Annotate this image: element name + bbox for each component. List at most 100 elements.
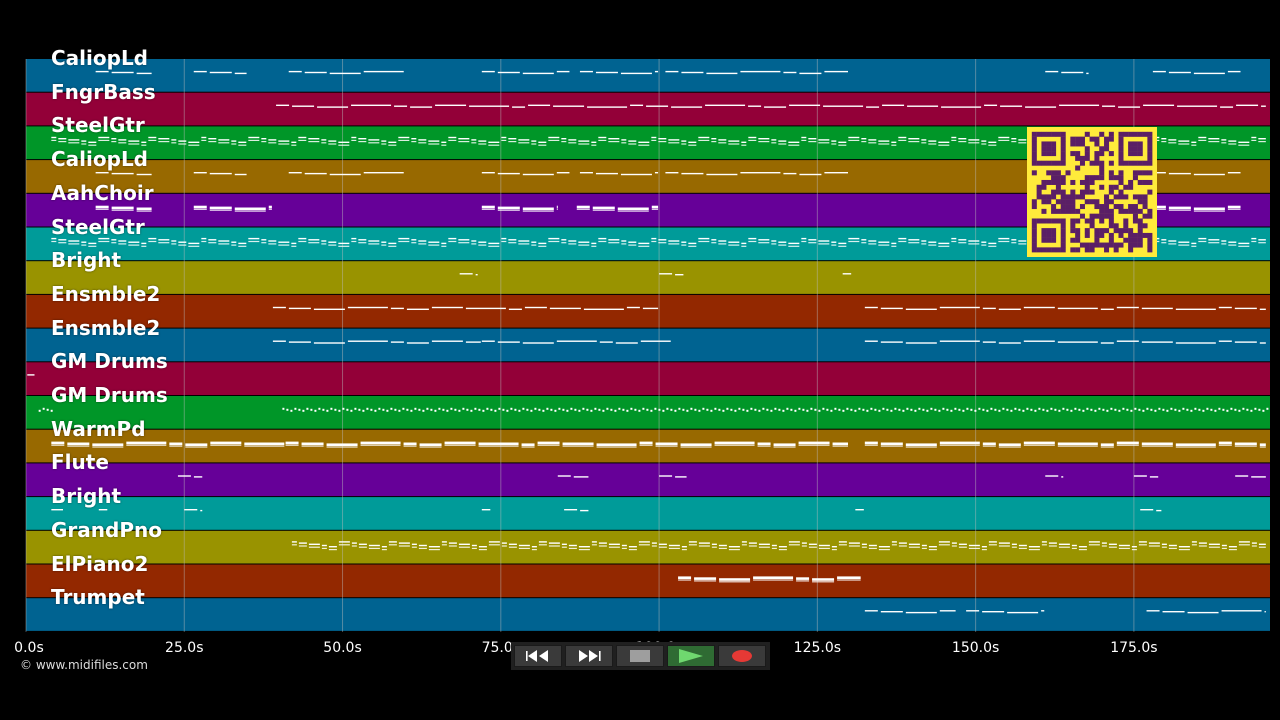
note-mark: [651, 237, 657, 240]
note-mark: [171, 142, 177, 144]
note-mark: [548, 542, 560, 544]
note-mark: [1246, 408, 1249, 411]
note-mark: [388, 544, 397, 546]
note-mark: [1146, 610, 1160, 612]
note-mark: [568, 243, 577, 245]
note-mark: [548, 545, 560, 547]
note-mark: [938, 144, 950, 146]
note-mark: [490, 408, 493, 411]
note-mark: [111, 206, 134, 210]
note-mark: [651, 542, 657, 544]
note-mark: [1208, 242, 1220, 244]
note-mark: [1227, 172, 1241, 174]
note-mark: [966, 407, 969, 410]
note-mark: [526, 408, 529, 411]
fast-forward-button[interactable]: [565, 645, 613, 667]
note-mark: [583, 308, 624, 311]
note-mark: [268, 139, 277, 141]
note-mark: [595, 172, 618, 175]
rewind-button[interactable]: [514, 645, 562, 667]
note-mark: [1234, 408, 1237, 411]
note-mark: [210, 441, 242, 445]
note-mark: [334, 408, 337, 411]
note-mark: [141, 245, 147, 247]
note-mark: [928, 244, 937, 246]
note-mark: [428, 244, 440, 246]
note-mark: [878, 546, 890, 548]
note-mark: [587, 106, 628, 108]
note-mark: [208, 242, 217, 244]
note-mark: [830, 409, 833, 412]
note-mark: [111, 209, 134, 211]
note-mark: [1218, 306, 1232, 309]
note-mark: [388, 245, 397, 247]
note-mark: [548, 237, 560, 240]
note-mark: [946, 408, 949, 411]
note-mark: [838, 408, 841, 411]
note-mark: [1057, 341, 1098, 343]
note-mark: [838, 544, 847, 546]
note-mark: [58, 242, 67, 244]
note-mark: [441, 141, 447, 144]
note-mark: [471, 142, 477, 144]
note-mark: [738, 407, 741, 410]
note-mark: [891, 544, 897, 546]
track-label: ElPiano2: [51, 551, 149, 576]
note-mark: [771, 243, 777, 245]
note-mark: [718, 139, 727, 141]
play-button[interactable]: [667, 645, 715, 667]
note-mark: [848, 240, 860, 243]
note-mark: [1262, 409, 1265, 412]
note-mark: [522, 207, 554, 211]
note-mark: [1102, 105, 1116, 107]
note-mark: [801, 545, 807, 547]
note-mark: [665, 172, 679, 174]
note-mark: [234, 173, 247, 176]
note-mark: [1010, 409, 1013, 412]
note-mark: [848, 545, 860, 547]
note-mark: [370, 408, 373, 411]
note-mark: [231, 143, 237, 145]
note-mark: [741, 144, 747, 146]
note-mark: [590, 409, 593, 412]
note-mark: [1175, 308, 1216, 311]
note-mark: [1242, 407, 1245, 410]
note-mark: [1178, 549, 1190, 551]
track-lane: [26, 564, 1270, 598]
stop-button[interactable]: [616, 645, 664, 667]
note-mark: [1168, 172, 1191, 175]
note-mark: [591, 245, 597, 247]
note-mark: [580, 509, 589, 512]
note-mark: [478, 244, 487, 246]
note-mark: [694, 408, 697, 411]
note-mark: [148, 237, 157, 240]
note-mark: [670, 408, 673, 411]
note-mark: [596, 443, 637, 447]
note-mark: [831, 244, 837, 246]
note-mark: [981, 143, 987, 145]
note-mark: [58, 239, 67, 241]
note-mark: [880, 445, 903, 447]
note-mark: [308, 138, 320, 140]
note-mark: [314, 409, 317, 412]
note-mark: [628, 244, 637, 246]
note-mark: [880, 611, 903, 613]
note-mark: [474, 407, 477, 410]
note-mark: [381, 549, 387, 551]
note-mark: [764, 106, 787, 108]
note-mark: [1259, 446, 1266, 448]
note-mark: [346, 408, 349, 411]
note-mark: [1141, 442, 1173, 446]
record-button[interactable]: [718, 645, 766, 667]
note-mark: [1168, 206, 1191, 210]
note-mark: [658, 543, 667, 546]
note-mark: [988, 541, 997, 543]
note-mark: [848, 237, 860, 240]
note-mark: [368, 139, 380, 141]
track-lane: [26, 362, 1270, 395]
note-mark: [808, 141, 817, 143]
note-mark: [658, 138, 667, 140]
note-mark: [608, 138, 620, 140]
note-mark: [628, 549, 637, 551]
note-mark: [1178, 143, 1190, 145]
